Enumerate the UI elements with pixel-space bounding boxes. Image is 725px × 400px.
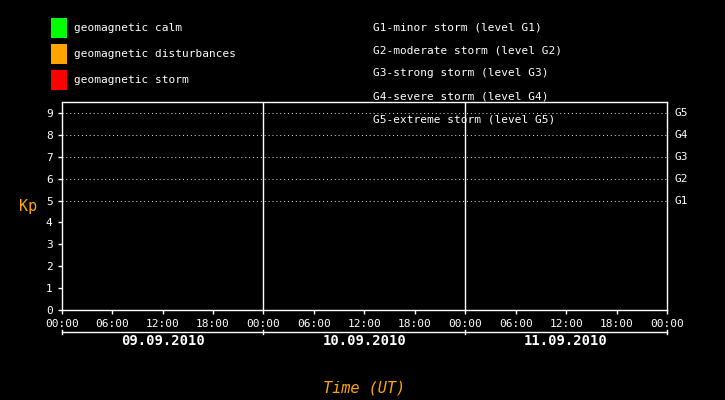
Text: G1-minor storm (level G1): G1-minor storm (level G1) [373,22,542,32]
Text: G5: G5 [674,108,688,118]
Text: 10.09.2010: 10.09.2010 [323,334,406,348]
Text: Time (UT): Time (UT) [323,380,405,395]
Text: geomagnetic calm: geomagnetic calm [74,23,182,33]
Text: G4: G4 [674,130,688,140]
Text: G3: G3 [674,152,688,162]
Text: G2-moderate storm (level G2): G2-moderate storm (level G2) [373,45,563,55]
Text: geomagnetic disturbances: geomagnetic disturbances [74,49,236,59]
Text: Kp: Kp [19,198,38,214]
Text: G3-strong storm (level G3): G3-strong storm (level G3) [373,68,549,78]
Text: G1: G1 [674,196,688,206]
Text: G2: G2 [674,174,688,184]
Text: geomagnetic storm: geomagnetic storm [74,75,188,85]
Text: G4-severe storm (level G4): G4-severe storm (level G4) [373,92,549,102]
Text: G5-extreme storm (level G5): G5-extreme storm (level G5) [373,115,555,125]
Text: 09.09.2010: 09.09.2010 [120,334,204,348]
Text: 11.09.2010: 11.09.2010 [524,334,608,348]
